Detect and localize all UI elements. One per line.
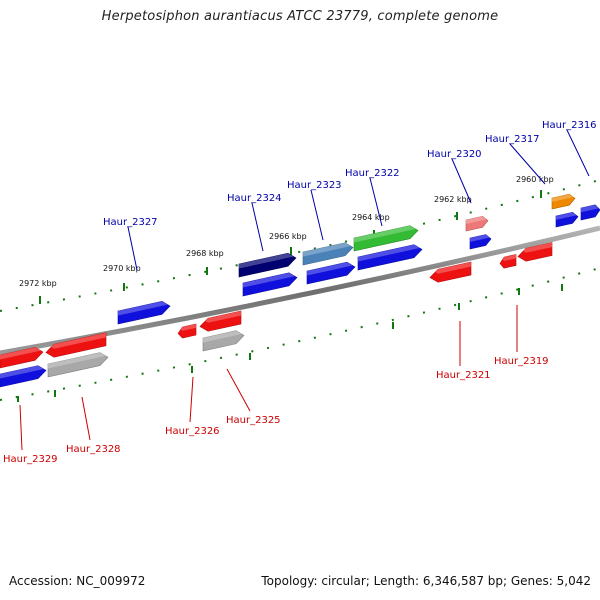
gene-label-connector bbox=[509, 143, 546, 185]
gene-arrow-highlight bbox=[434, 261, 471, 274]
gene-label-connector bbox=[226, 368, 251, 412]
scale-line-lower bbox=[0, 267, 600, 401]
gene-arrow-highlight bbox=[0, 347, 41, 360]
gene-label-connector bbox=[251, 202, 264, 252]
gene-arrow[interactable] bbox=[0, 346, 44, 369]
gene-arrow-highlight bbox=[180, 324, 196, 331]
gene-arrow-highlight bbox=[307, 262, 353, 276]
gene-arrow-highlight bbox=[239, 253, 294, 269]
gene-label-connector bbox=[189, 376, 194, 423]
gene-arrow-highlight bbox=[0, 365, 44, 379]
gene-label[interactable]: Haur_2325 bbox=[226, 415, 281, 426]
gene-label[interactable]: Haur_2321 bbox=[436, 370, 491, 381]
page-title: Herpetosiphon aurantiacus ATCC 23779, co… bbox=[101, 9, 499, 24]
gene-arrow-highlight bbox=[50, 332, 106, 349]
kbp-tick-label: 2960 kbp bbox=[516, 175, 554, 184]
label-connectors bbox=[19, 129, 590, 451]
gene-label[interactable]: Haur_2324 bbox=[227, 193, 282, 204]
gene-arrow-highlight bbox=[203, 330, 242, 343]
scale-line-upper bbox=[0, 179, 600, 312]
genome-backbone bbox=[0, 225, 600, 356]
gene-label[interactable]: Haur_2328 bbox=[66, 444, 121, 455]
genes bbox=[0, 193, 600, 388]
gene-arrow[interactable] bbox=[238, 252, 297, 278]
gene-arrow-highlight bbox=[470, 234, 490, 242]
gene-label-connector bbox=[310, 189, 324, 241]
kbp-tick-label: 2972 kbp bbox=[19, 279, 57, 288]
gene-label-connector bbox=[127, 226, 138, 271]
gene-label-connector bbox=[451, 158, 472, 204]
gene-arrow-highlight bbox=[466, 216, 487, 224]
gene-arrow-highlight bbox=[243, 272, 295, 288]
gene-label[interactable]: Haur_2319 bbox=[494, 356, 549, 367]
gene-arrow-highlight bbox=[303, 242, 351, 257]
genome-summary-text: Topology: circular; Length: 6,346,587 bp… bbox=[261, 574, 591, 588]
gene-arrow-highlight bbox=[118, 301, 168, 316]
accession-text: Accession: NC_009972 bbox=[9, 574, 146, 588]
gene-label[interactable]: Haur_2322 bbox=[345, 168, 400, 179]
kbp-tick-label: 2964 kbp bbox=[352, 213, 390, 222]
major-ticks bbox=[17, 190, 563, 402]
gene-label[interactable]: Haur_2326 bbox=[165, 426, 220, 437]
kbp-labels: 2972 kbp 2970 kbp 2968 kbp 2966 kbp 2964 kbp… bbox=[19, 175, 554, 288]
gene-arrow-highlight bbox=[522, 242, 552, 253]
gene-arrow-highlight bbox=[204, 310, 241, 323]
gene-label-connector bbox=[369, 177, 383, 227]
gene-label[interactable]: Haur_2327 bbox=[103, 217, 158, 228]
kbp-tick-label: 2962 kbp bbox=[434, 195, 472, 204]
gene-arrow-highlight bbox=[502, 254, 516, 261]
kbp-tick-label: 2966 kbp bbox=[269, 232, 307, 241]
kbp-tick-label: 2968 kbp bbox=[186, 249, 224, 258]
gene-label[interactable]: Haur_2317 bbox=[485, 134, 540, 145]
gene-label-connector bbox=[566, 129, 590, 177]
gene-label[interactable]: Haur_2323 bbox=[287, 180, 342, 191]
gene-arrow[interactable] bbox=[353, 225, 419, 252]
gene-arrow-highlight bbox=[358, 244, 420, 262]
gene-arrow-highlight bbox=[581, 204, 599, 213]
gene-arrow-highlight bbox=[552, 194, 574, 202]
gene-arrow[interactable] bbox=[302, 242, 354, 266]
gene-arrow[interactable] bbox=[357, 244, 423, 271]
gene-label-connector bbox=[81, 396, 91, 441]
gene-label[interactable]: Haur_2329 bbox=[3, 454, 58, 465]
gene-label[interactable]: Haur_2316 bbox=[542, 120, 597, 131]
gene-label[interactable]: Haur_2320 bbox=[427, 149, 482, 160]
gene-arrow-highlight bbox=[556, 212, 577, 220]
gene-arrow-highlight bbox=[48, 352, 106, 369]
gene-arrow-highlight bbox=[354, 225, 416, 243]
kbp-tick-label: 2970 kbp bbox=[103, 264, 141, 273]
gene-label-connector bbox=[19, 404, 23, 451]
